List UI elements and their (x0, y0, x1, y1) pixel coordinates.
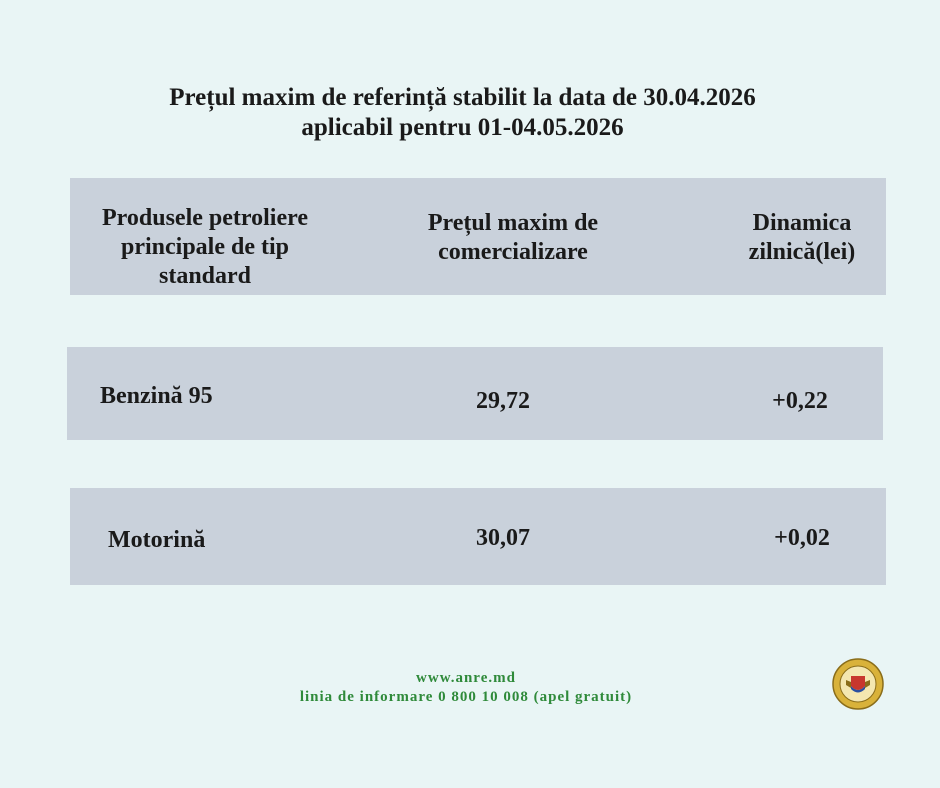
change: +0,22 (772, 388, 828, 414)
table-row (70, 488, 886, 585)
change: +0,02 (774, 525, 830, 551)
hotline: linia de informare 0 800 10 008 (apel gr… (299, 689, 633, 705)
column-header: Dinamica zilnică(lei) (748, 210, 856, 265)
price: 30,07 (476, 525, 530, 551)
title: Prețul maxim de referință stabilit la da… (169, 84, 756, 111)
table-row (67, 347, 883, 440)
header-row (70, 178, 886, 295)
column-header: Prețul maxim de comercializare (427, 210, 599, 265)
column-header: Produsele petroliere principale de tip s… (102, 205, 308, 289)
product: Motorină (108, 527, 206, 553)
product: Benzină 95 (100, 383, 213, 409)
subtitle: aplicabil pentru 01-04.05.2026 (301, 114, 624, 141)
price: 29,72 (476, 388, 530, 414)
logo (832, 658, 884, 710)
website: www.anre.md (416, 670, 516, 686)
